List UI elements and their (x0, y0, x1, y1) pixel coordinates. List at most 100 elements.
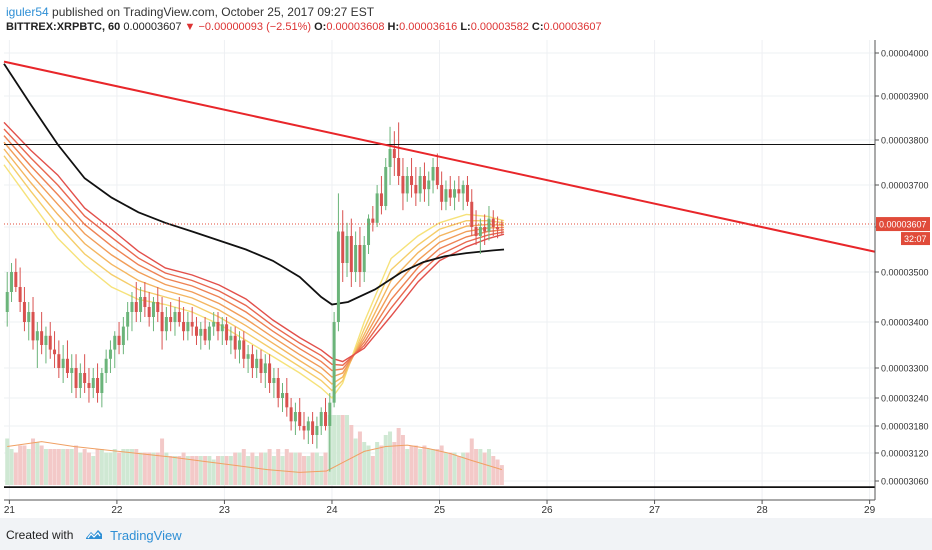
candle (182, 307, 186, 341)
candle (483, 214, 487, 245)
trendline (3, 60, 876, 253)
candle-body (431, 167, 435, 181)
ema-line-2 (3, 155, 505, 392)
created-with-text: Created with (6, 528, 74, 542)
candle (461, 180, 465, 211)
volume-bar (267, 449, 272, 485)
ohlc-legend: BITTREX:XRPBTC, 60 0.00003607 ▼ −0.00000… (6, 21, 602, 33)
volume-bar (91, 456, 96, 485)
price-tick-label: 0.00003900 (881, 92, 929, 102)
candle (289, 398, 293, 431)
tradingview-brand[interactable]: TradingView (110, 528, 182, 544)
candle-body (139, 297, 143, 312)
candle (156, 287, 160, 322)
price-tick-label: 0.00003400 (881, 318, 929, 328)
volume-bar (375, 442, 380, 485)
candle (104, 349, 108, 383)
candle-body (392, 149, 396, 158)
candle-body (311, 421, 315, 435)
candle-body (5, 292, 9, 312)
volume-bar (482, 452, 487, 485)
volume-bar (95, 449, 100, 485)
volume-bar (147, 452, 152, 485)
candle (57, 340, 61, 378)
candle-body (108, 349, 112, 359)
volume-bar (448, 452, 453, 485)
volume-bar (18, 445, 23, 485)
volume-bar (22, 445, 27, 485)
candle-body (315, 426, 319, 435)
volume-bar (439, 445, 444, 485)
candle (242, 331, 246, 368)
price-chart[interactable]: 0.00004000 0.00003900 0.00003800 0.00003700… (0, 40, 932, 518)
candle-body (285, 393, 289, 408)
candle (70, 354, 74, 393)
candle-body (156, 302, 160, 312)
candle (250, 345, 254, 378)
candle (14, 258, 18, 292)
volume-bar (61, 449, 66, 485)
candle (216, 312, 220, 341)
candle (22, 287, 26, 332)
tradingview-logo-icon[interactable] (85, 528, 103, 543)
candle (448, 176, 452, 206)
volume-bar (39, 445, 44, 485)
candle (164, 307, 168, 341)
volume-bar (164, 452, 169, 485)
candle (207, 322, 211, 350)
volume-bar (456, 456, 461, 485)
candle (418, 167, 422, 202)
candle-body (289, 407, 293, 422)
candle-body (182, 322, 186, 332)
candlesticks (5, 122, 504, 472)
candle (465, 176, 469, 206)
candle-body (259, 358, 263, 373)
volume-bar (185, 456, 190, 485)
candle (358, 227, 362, 287)
candle (151, 297, 155, 332)
publish-text: published on TradingView.com, October 25… (48, 5, 375, 19)
candle (96, 363, 100, 403)
candle (311, 412, 315, 444)
volume-bar (491, 456, 496, 485)
volume-bar (190, 456, 195, 485)
candle-body (367, 218, 371, 245)
candle (470, 189, 474, 236)
candle (324, 398, 328, 431)
volume-bar (177, 456, 182, 485)
candle (65, 340, 69, 378)
candle-body (117, 335, 121, 345)
candle (410, 158, 414, 198)
candle-body (147, 307, 151, 317)
candle (255, 349, 259, 378)
candle (35, 322, 39, 368)
volume-bar (413, 445, 418, 485)
price-tick-label: 0.00004000 (881, 49, 929, 59)
candle-body (491, 218, 495, 227)
candle (229, 326, 233, 355)
author-link[interactable]: iguler54 (6, 5, 49, 19)
volume-bar (400, 435, 405, 485)
volume-bar (65, 449, 70, 485)
candle (53, 331, 57, 368)
time-tick-label: 26 (541, 505, 553, 516)
candle-body (40, 331, 44, 345)
candle-body (474, 227, 478, 236)
volume-bar (332, 415, 337, 485)
price-badge-text: 0.00003607 (879, 220, 927, 230)
volume-bar (323, 452, 328, 485)
candle-body (306, 421, 310, 431)
candle-body (302, 426, 306, 431)
candle (83, 354, 87, 393)
candle-body (134, 302, 138, 312)
volume-bar (56, 449, 61, 485)
candle-body (272, 378, 276, 383)
candle-body (190, 322, 194, 327)
candle-body (268, 363, 272, 383)
candle (276, 368, 280, 408)
candle (328, 393, 332, 472)
candle (18, 267, 22, 312)
candle (61, 345, 65, 383)
candle (500, 220, 504, 236)
candle-body (461, 185, 465, 194)
